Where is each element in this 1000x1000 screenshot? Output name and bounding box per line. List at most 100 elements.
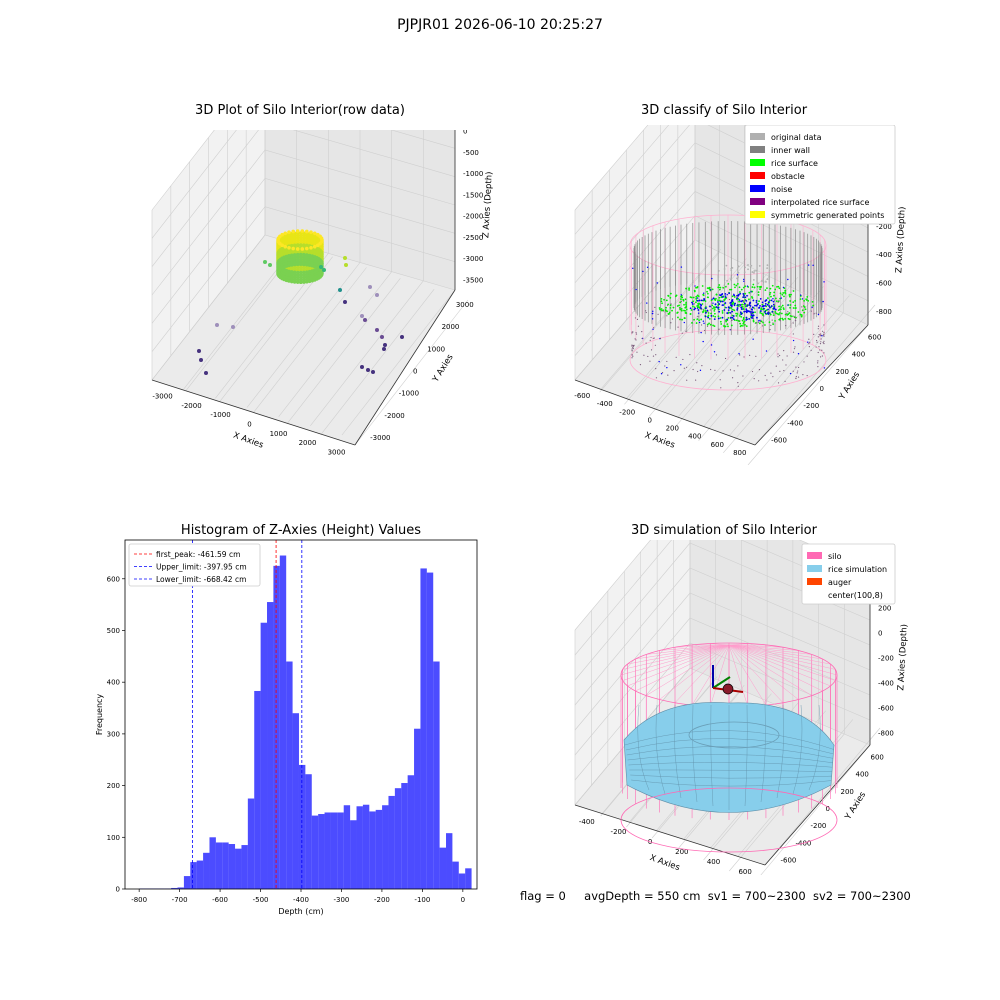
interpolated-point — [637, 325, 640, 327]
rice-surface-point — [752, 320, 755, 323]
z-tick-label: -3500 — [463, 276, 483, 284]
grid-line — [677, 276, 799, 418]
x-tick-label: -3000 — [152, 393, 172, 401]
data-point — [289, 263, 294, 267]
interpolated-point — [706, 325, 709, 327]
original-point — [766, 267, 769, 270]
rice-surface-point — [782, 318, 784, 321]
noise-point — [769, 306, 771, 309]
rice-surface-point — [784, 292, 787, 295]
data-point — [295, 229, 300, 233]
rice-surface-point — [774, 319, 776, 322]
interpolated-point — [722, 370, 724, 372]
data-point — [304, 279, 309, 284]
histogram-bar — [330, 812, 338, 889]
noise-point — [748, 318, 751, 320]
y-tick-label: 300 — [107, 730, 120, 738]
silo-wire — [728, 644, 812, 655]
x-tick-label: 200 — [675, 848, 688, 856]
legend-label: Upper_limit: -397.95 cm — [156, 563, 247, 572]
histogram-bar — [458, 873, 466, 889]
rice-surface-point — [758, 286, 761, 288]
interpolated-point — [692, 368, 694, 371]
rice-surface-point — [696, 294, 699, 297]
rice-surface-point — [775, 312, 778, 315]
noise-point — [699, 369, 702, 372]
surface-mesh — [655, 704, 666, 795]
noise-point — [711, 277, 713, 280]
histogram-bar — [215, 842, 223, 889]
rice-surface-point — [781, 317, 784, 320]
silo-wire — [728, 644, 812, 696]
rice-surface-point — [658, 307, 661, 309]
interpolated-point — [797, 370, 799, 372]
noise-point — [766, 303, 769, 306]
silo-wire — [728, 644, 831, 665]
rice-surface-point — [695, 322, 698, 324]
interpolated-point — [735, 295, 737, 297]
z-tick-label: -600 — [878, 705, 894, 713]
rice-surface-point — [769, 287, 772, 290]
noise-point — [767, 313, 770, 315]
data-point — [304, 229, 309, 234]
interpolated-point — [693, 303, 696, 305]
data-point — [307, 279, 312, 284]
data-point — [295, 247, 300, 251]
rice-surface-point — [717, 315, 720, 318]
interpolated-point — [753, 378, 755, 380]
rice-surface-point — [685, 308, 688, 311]
noise-point — [759, 319, 761, 322]
data-point — [400, 335, 404, 339]
data-point — [280, 232, 285, 237]
rice-surface-point — [713, 306, 716, 309]
data-point — [287, 245, 291, 250]
noise-point — [745, 316, 748, 319]
rice-surface-point — [768, 293, 771, 296]
rice-surface-point — [753, 286, 756, 289]
rice-surface-point — [692, 300, 695, 303]
rice-surface-point — [669, 304, 672, 307]
interpolated-point — [737, 385, 739, 387]
surface3d-simulation-plot: -400 -200 0 200 400 600 -600 -400 -200 0 200 400 600… — [574, 540, 910, 875]
original-point — [752, 278, 755, 281]
interpolated-point — [743, 304, 745, 306]
rice-surface-point — [692, 305, 694, 308]
legend-swatch — [807, 552, 822, 559]
interpolated-point — [632, 345, 635, 347]
legend-swatch — [750, 185, 765, 192]
rice-surface-point — [745, 325, 748, 328]
z-tick-label: -3000 — [463, 255, 483, 263]
histogram-bar — [183, 876, 191, 889]
rice-surface-point — [702, 309, 705, 311]
noise-point — [707, 316, 710, 319]
rice-surface-point — [723, 299, 726, 301]
rice-surface-point — [742, 307, 745, 310]
original-point — [750, 264, 753, 267]
rice-surface-point — [722, 286, 725, 289]
noise-point — [755, 299, 758, 302]
interpolated-point — [718, 328, 720, 330]
y-tick-label: 0 — [820, 385, 824, 393]
interpolated-point — [685, 366, 688, 368]
rice-surface-point — [680, 295, 682, 298]
interpolated-point — [635, 333, 638, 335]
y-axis-line — [764, 744, 871, 866]
original-point — [737, 265, 740, 268]
legend-label: first_peak: -461.59 cm — [156, 550, 240, 559]
interpolated-point — [783, 350, 785, 352]
x-tick-label: 1000 — [270, 430, 288, 438]
rice-surface-point — [751, 295, 753, 298]
interpolated-point — [634, 338, 636, 340]
interpolated-point — [710, 368, 712, 371]
rice-surface-point — [791, 315, 793, 318]
scatter3d-raw-plot: -3000 -2000 -1000 0 1000 2000 3000 -3000 -2000 -1… — [151, 130, 495, 456]
data-point — [375, 293, 379, 297]
rice-surface-point — [762, 321, 764, 324]
noise-point — [770, 305, 773, 307]
interpolated-point — [681, 332, 683, 334]
original-point — [730, 267, 733, 270]
noise-point — [721, 316, 724, 319]
interpolated-point — [679, 307, 681, 309]
interpolated-point — [813, 333, 815, 335]
rice-surface-point — [766, 297, 769, 300]
